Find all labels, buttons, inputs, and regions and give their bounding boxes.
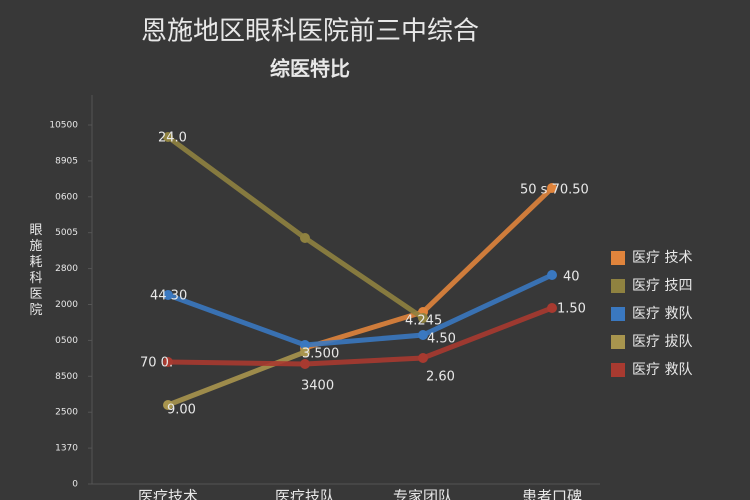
data-annotation: 9.00 xyxy=(167,403,196,418)
y-tick-label: 8905 xyxy=(55,156,78,166)
data-point xyxy=(547,302,557,313)
y-tick-label: 1370 xyxy=(55,444,78,454)
data-annotation: 40 xyxy=(563,270,580,285)
legend-swatch xyxy=(611,251,625,265)
data-annotation: 3400 xyxy=(301,379,334,394)
legend-label: 医疗 救队 xyxy=(632,306,692,322)
data-annotation: 50 s 70.50 xyxy=(520,183,589,198)
y-tick-label: 2500 xyxy=(55,408,78,418)
data-point xyxy=(300,358,310,369)
chart-subtitle: 综医特比 xyxy=(270,57,350,81)
data-point xyxy=(163,132,173,143)
legend-label: 医疗 技四 xyxy=(632,278,692,294)
data-point xyxy=(418,353,428,364)
legend-swatch xyxy=(611,279,625,293)
data-annotation: 4.50 xyxy=(427,332,456,347)
data-annotation: 70 0. xyxy=(140,356,173,371)
y-tick-label: 2000 xyxy=(55,300,78,310)
data-annotation: 44 30 xyxy=(150,289,187,304)
chart-title: 恩施地区眼科医院前三中综合 xyxy=(141,17,479,47)
y-tick-label: 0 xyxy=(72,480,78,490)
data-point xyxy=(547,269,557,280)
data-point xyxy=(300,232,310,243)
y-tick-label: 5005 xyxy=(55,228,78,238)
data-point xyxy=(163,399,173,410)
data-annotation: 3.500 xyxy=(302,347,339,362)
data-point xyxy=(163,289,173,300)
x-tick-label: 医疗技术 xyxy=(138,488,198,500)
data-point xyxy=(163,357,173,368)
data-point xyxy=(300,346,310,357)
series-line xyxy=(165,272,555,348)
y-axis-label: 眼施耗科医院 xyxy=(29,223,42,318)
y-tick-label: 0500 xyxy=(55,336,78,346)
series-line xyxy=(165,349,308,408)
legend-swatch xyxy=(611,335,625,349)
y-tick-label: 8500 xyxy=(55,372,78,382)
data-annotation: 24.0 xyxy=(158,131,187,146)
data-point xyxy=(418,329,428,340)
data-annotation: 1.50 xyxy=(557,302,586,317)
series-line xyxy=(165,305,555,367)
y-tick-label: 10500 xyxy=(49,121,78,131)
legend-swatch xyxy=(611,363,625,377)
x-tick-label: 医疗技队 xyxy=(275,488,335,500)
legend-label: 医疗 救队 xyxy=(632,362,692,378)
legend-label: 医疗 技术 xyxy=(632,250,692,266)
series-line xyxy=(165,134,426,321)
y-tick-label: 2800 xyxy=(55,264,78,274)
data-point xyxy=(418,313,428,324)
y-tick-label: 0600 xyxy=(55,192,78,202)
data-point xyxy=(300,340,310,351)
x-tick-label: 专家团队 xyxy=(393,488,453,500)
legend-swatch xyxy=(611,307,625,321)
data-annotation: 2.60 xyxy=(426,370,455,385)
data-point xyxy=(547,183,557,194)
legend-label: 医疗 拔队 xyxy=(632,334,692,350)
data-annotation: 4.245 xyxy=(405,314,442,329)
x-tick-label: 患者口碑 xyxy=(522,488,582,500)
